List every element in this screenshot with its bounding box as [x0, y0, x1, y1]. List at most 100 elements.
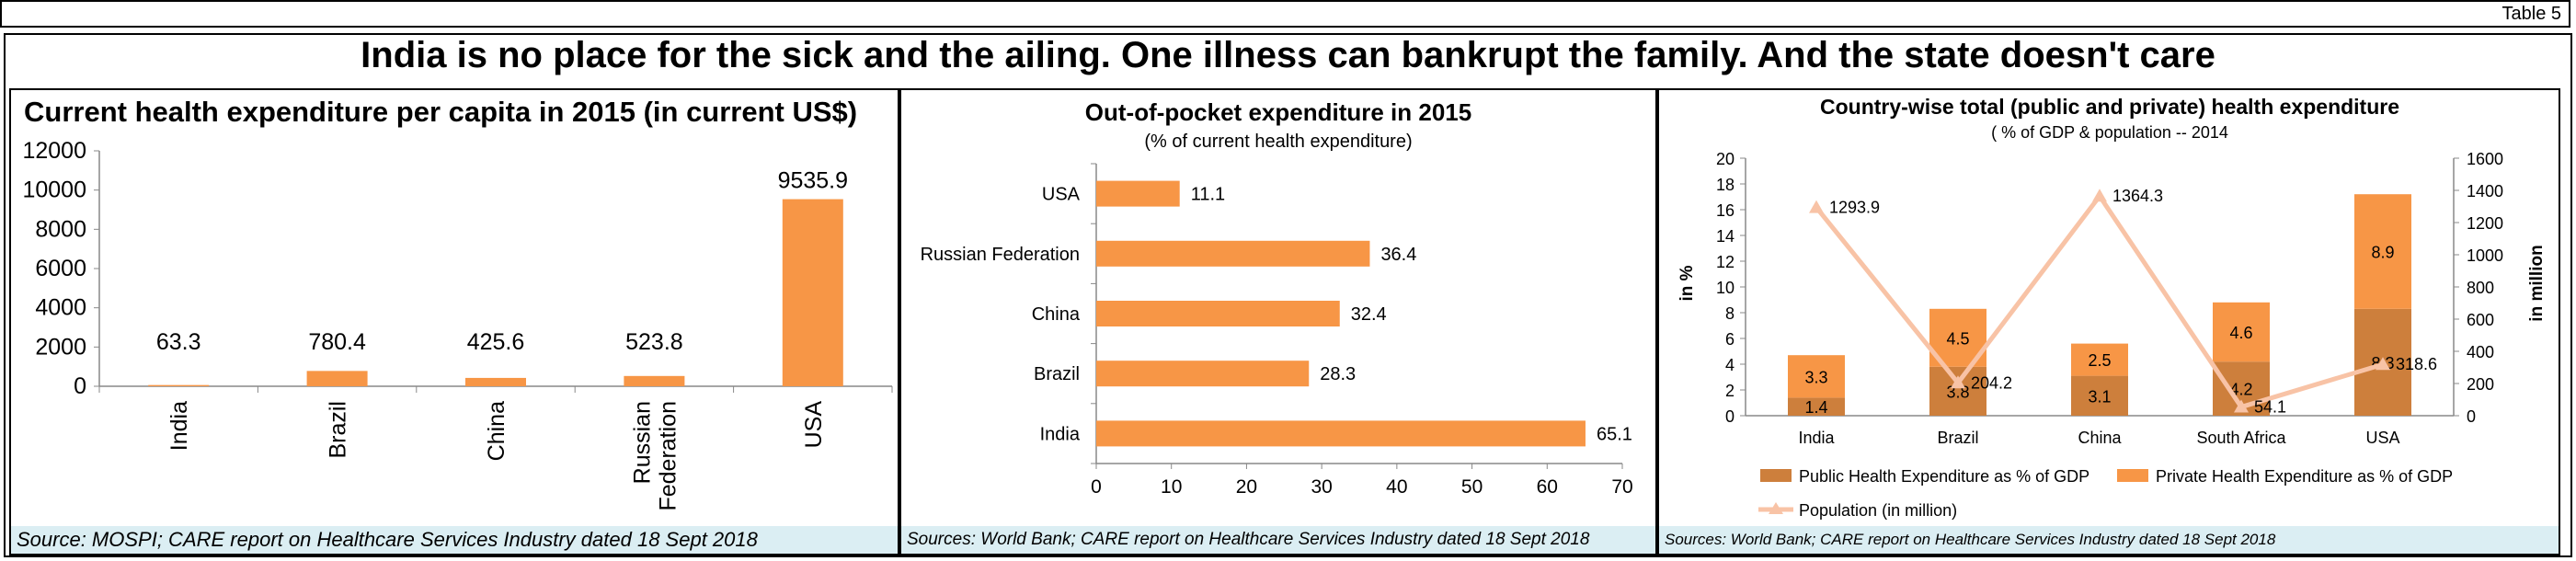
y2-tick-label: 0 — [2467, 407, 2476, 426]
x-tick-label: 50 — [1461, 476, 1483, 498]
bar — [1096, 301, 1340, 326]
x-tick-label: 0 — [1091, 476, 1102, 498]
x-tick-label: China — [484, 401, 509, 461]
total-expenditure-chart: Country-wise total (public and private) … — [1677, 95, 2547, 520]
data-label: 36.4 — [1380, 245, 1416, 265]
bar — [1096, 420, 1586, 447]
y-tick-label: 14 — [1716, 227, 1735, 246]
bar-private — [2071, 343, 2128, 376]
bar — [1096, 361, 1310, 387]
out-of-pocket-chart: Out-of-pocket expenditure in 2015 (% of … — [921, 98, 1633, 498]
y-tick-label: 8000 — [35, 216, 86, 242]
table-label-bar: Table 5 — [0, 0, 2570, 28]
y-tick-label: USA — [1042, 185, 1081, 205]
population-label: 1364.3 — [2112, 187, 2163, 205]
y-tick-label: 6 — [1725, 330, 1735, 349]
bar — [306, 371, 368, 386]
bar-private — [1788, 355, 1845, 398]
legend-label: Population (in million) — [1799, 501, 1957, 520]
y-tick-label: 10 — [1716, 279, 1735, 297]
data-label: 2.5 — [2088, 351, 2111, 370]
y-tick-label: 2000 — [35, 334, 86, 360]
per-capita-expenditure-panel: Current health expenditure per capita in… — [9, 88, 899, 555]
population-label: 54.1 — [2254, 398, 2286, 417]
source-note: Sources: World Bank; CARE report on Heal… — [901, 526, 1655, 554]
bar-private — [2354, 194, 2411, 309]
chart-subtitle: ( % of GDP & population -- 2014 — [1991, 123, 2228, 142]
figure-frame — [4, 33, 2572, 557]
y2-tick-label: 400 — [2467, 343, 2494, 361]
data-label: 63.3 — [156, 329, 201, 355]
y-tick-label: 6000 — [35, 256, 86, 281]
population-marker — [2092, 189, 2107, 202]
y2-tick-label: 1400 — [2467, 182, 2503, 200]
y2-tick-label: 1600 — [2467, 150, 2503, 168]
bar — [624, 375, 685, 386]
x-tick-label: Brazil — [326, 401, 351, 459]
x-tick-label: USA — [2365, 429, 2399, 447]
data-label: 523.8 — [625, 329, 683, 355]
y-axis-title: in % — [1677, 265, 1697, 301]
x-tick-label: India — [1798, 429, 1835, 447]
y-tick-label: 4 — [1725, 356, 1735, 374]
y-tick-label: 0 — [1725, 407, 1735, 426]
y2-tick-label: 200 — [2467, 375, 2494, 394]
y-tick-label: 4000 — [35, 295, 86, 321]
bar-public — [1788, 397, 1845, 416]
y-tick-label: India — [1040, 424, 1081, 444]
data-label: 4.2 — [2229, 381, 2252, 399]
x-tick-label: Federation — [655, 401, 681, 511]
bar — [148, 384, 210, 386]
chart-subtitle: (% of current health expenditure) — [1144, 132, 1412, 152]
y-tick-label: 18 — [1716, 176, 1735, 194]
x-tick-label: Brazil — [1937, 429, 1978, 447]
x-tick-label: South Africa — [2196, 429, 2286, 447]
y-tick-label: 8 — [1725, 304, 1735, 323]
bar-private — [2213, 302, 2270, 362]
chart-title: Current health expenditure per capita in… — [24, 96, 857, 128]
headline: India is no place for the sick and the a… — [361, 35, 2215, 75]
y-tick-label: 2 — [1725, 382, 1735, 400]
y2-tick-label: 600 — [2467, 311, 2494, 329]
per-capita-chart: Current health expenditure per capita in… — [22, 96, 893, 511]
data-label: 32.4 — [1351, 304, 1387, 325]
bar-public — [2071, 375, 2128, 416]
data-label: 3.1 — [2088, 387, 2111, 406]
data-label: 1.4 — [1804, 398, 1827, 417]
x-tick-label: Russian — [629, 401, 655, 484]
legend-swatch-public — [1760, 469, 1792, 482]
x-tick-label: 10 — [1161, 476, 1182, 498]
legend-swatch-private — [2117, 469, 2148, 482]
bar-public — [1929, 366, 1986, 416]
x-tick-label: 40 — [1386, 476, 1407, 498]
y2-axis-title: in million — [2527, 245, 2547, 321]
x-tick-label: USA — [801, 401, 827, 449]
x-tick-label: 60 — [1537, 476, 1558, 498]
bar — [1096, 240, 1370, 267]
data-label: 8.9 — [2371, 244, 2394, 262]
y-tick-label: 12 — [1716, 253, 1735, 271]
population-label: 204.2 — [1971, 373, 2012, 392]
legend-label: Private Health Expenditure as % of GDP — [2156, 467, 2453, 486]
y2-tick-label: 800 — [2467, 279, 2494, 297]
x-tick-label: India — [166, 401, 192, 451]
data-label: 11.1 — [1191, 185, 1225, 205]
population-marker — [1951, 375, 1965, 389]
bar — [1096, 180, 1180, 207]
bar — [782, 199, 843, 386]
legend-label: Public Health Expenditure as % of GDP — [1799, 467, 2089, 486]
x-tick-label: 30 — [1311, 476, 1332, 498]
chart-title: Out-of-pocket expenditure in 2015 — [1085, 98, 1471, 126]
y-tick-label: 16 — [1716, 201, 1735, 220]
y-tick-label: 0 — [74, 373, 86, 399]
y-tick-label: China — [1032, 304, 1081, 325]
total-health-expenditure-panel: Country-wise total (public and private) … — [1657, 88, 2560, 555]
data-label: 28.3 — [1320, 364, 1356, 384]
x-tick-label: China — [2078, 429, 2122, 447]
data-label: 780.4 — [308, 329, 366, 355]
data-label: 65.1 — [1597, 424, 1632, 444]
data-label: 4.6 — [2229, 324, 2252, 342]
data-label: 4.5 — [1946, 329, 1969, 348]
population-marker — [2234, 399, 2249, 413]
population-label: 318.6 — [2396, 355, 2437, 373]
